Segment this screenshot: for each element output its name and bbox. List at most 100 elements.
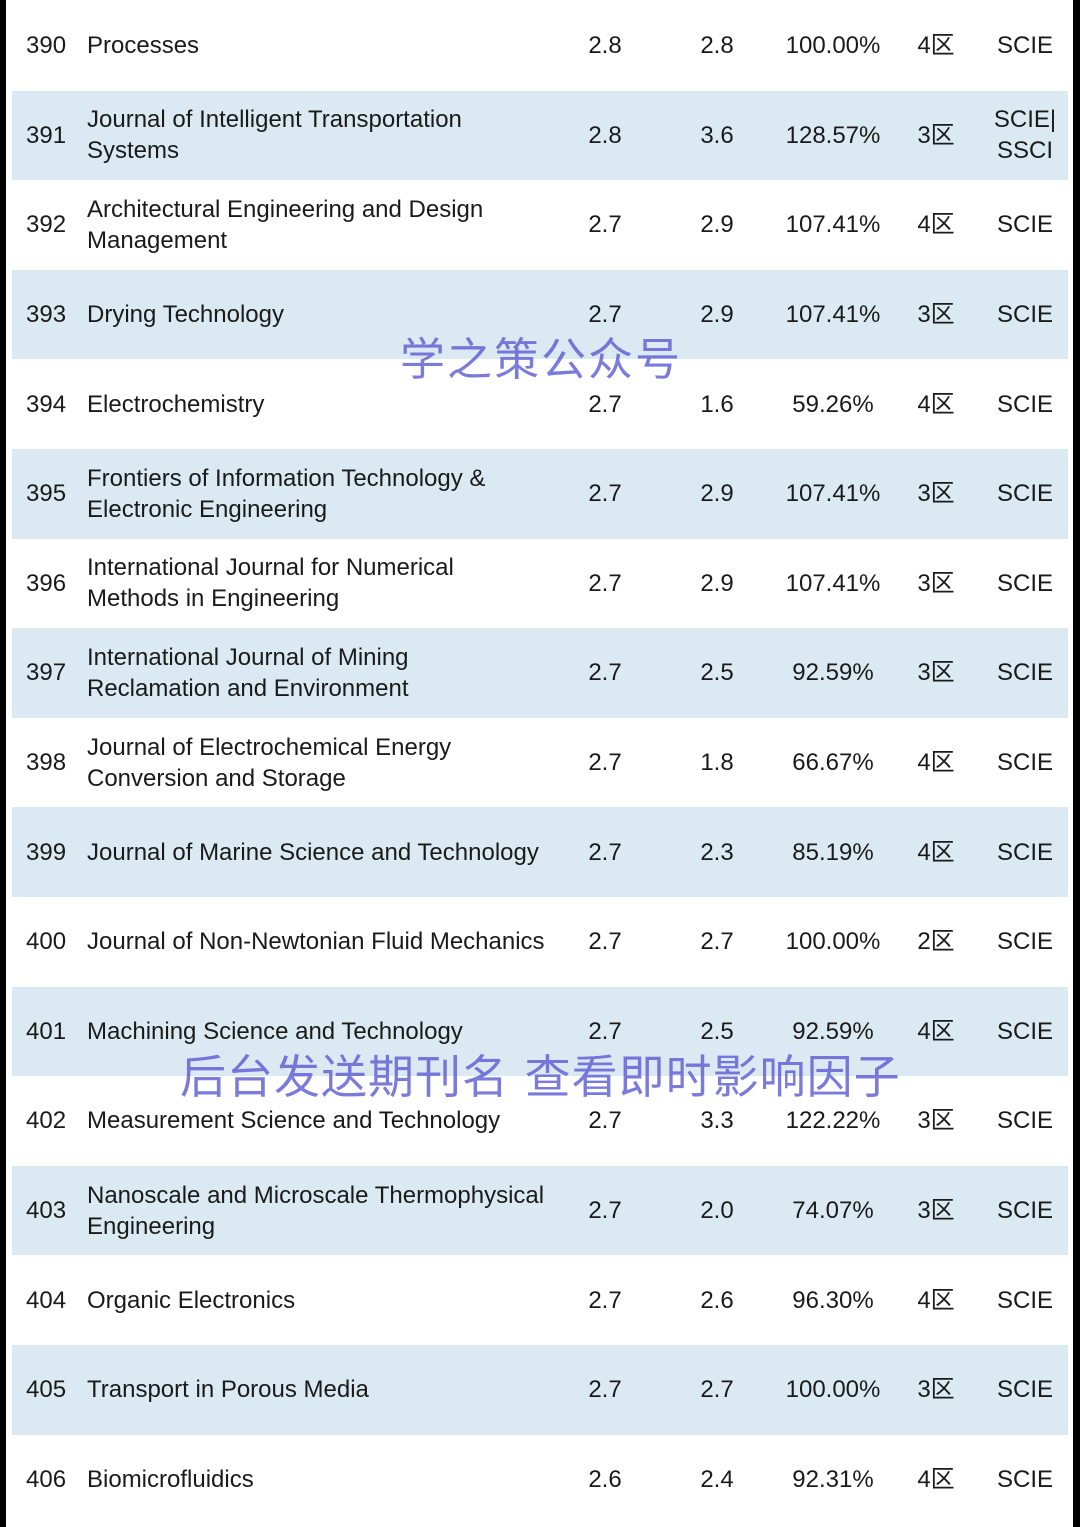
impact-factor-cell: 2.7 bbox=[588, 390, 622, 418]
rank-cell: 403 bbox=[26, 1197, 67, 1225]
journal-name-cell: Transport in Porous Media bbox=[87, 1376, 369, 1404]
ratio-cell: 100.00% bbox=[785, 1376, 881, 1404]
index-cell: SCIE bbox=[996, 1197, 1053, 1225]
index-cell: SCIE bbox=[996, 32, 1053, 60]
index-cell: SCIE bbox=[996, 569, 1053, 597]
new-impact-factor-cell: 2.9 bbox=[700, 301, 734, 329]
index-cell: SCIE bbox=[996, 659, 1053, 687]
journal-name-cell: Journal of Marine Science and Technology bbox=[87, 838, 539, 866]
table-row: 391 Journal of Intelligent Transportation… bbox=[12, 90, 1068, 181]
new-impact-factor-cell: 2.8 bbox=[700, 32, 734, 60]
index-cell: SCIE bbox=[996, 838, 1053, 866]
ratio-cell: 122.22% bbox=[785, 1107, 881, 1135]
zone-cell: 3区 bbox=[917, 1376, 955, 1404]
impact-factor-cell: 2.7 bbox=[588, 1107, 622, 1135]
new-impact-factor-cell: 2.5 bbox=[700, 1017, 734, 1045]
index-cell: SCIE bbox=[996, 211, 1053, 239]
impact-factor-cell: 2.7 bbox=[588, 1286, 622, 1314]
rank-cell: 405 bbox=[26, 1376, 67, 1404]
table-row: 401 Machining Science and Technology 2.7 2.… bbox=[12, 986, 1068, 1077]
table-row: 405 Transport in Porous Media 2.7 2.7 100.00… bbox=[12, 1345, 1068, 1435]
new-impact-factor-cell: 3.6 bbox=[700, 121, 734, 149]
zone-cell: 4区 bbox=[917, 1465, 955, 1493]
rank-cell: 402 bbox=[26, 1107, 67, 1135]
rank-cell: 397 bbox=[26, 659, 67, 687]
journal-name-cell: Measurement Science and Technology bbox=[87, 1107, 501, 1135]
impact-factor-cell: 2.7 bbox=[588, 211, 622, 239]
new-impact-factor-cell: 1.8 bbox=[700, 749, 734, 777]
journal-name-cell: Journal of Electrochemical Energy Conver… bbox=[87, 733, 452, 792]
table-row: 397 International Journal of Mining Recla… bbox=[12, 628, 1068, 718]
table-row: 404 Organic Electronics 2.7 2.6 96.30% 4区 SCIE bbox=[12, 1255, 1068, 1345]
ratio-cell: 66.67% bbox=[792, 749, 874, 777]
ratio-cell: 92.59% bbox=[792, 1017, 874, 1045]
journal-name-cell: Organic Electronics bbox=[87, 1286, 296, 1314]
new-impact-factor-cell: 3.3 bbox=[700, 1107, 734, 1135]
index-cell: SCIE| SSCI bbox=[993, 106, 1057, 165]
index-cell: SCIE bbox=[996, 1286, 1053, 1314]
journal-name-cell: International Journal for Numerical Meth… bbox=[87, 554, 454, 613]
index-cell: SCIE bbox=[996, 390, 1053, 418]
zone-cell: 4区 bbox=[917, 1286, 955, 1314]
table-row: 394 Electrochemistry 2.7 1.6 59.26% 4区 SCIE bbox=[12, 359, 1068, 449]
table-row: 400 Journal of Non-Newtonian Fluid Mechan… bbox=[12, 897, 1068, 987]
rank-cell: 406 bbox=[26, 1465, 67, 1493]
ratio-cell: 92.59% bbox=[792, 659, 874, 687]
index-cell: SCIE bbox=[996, 928, 1053, 956]
rank-cell: 395 bbox=[26, 480, 67, 508]
impact-factor-cell: 2.7 bbox=[588, 1017, 622, 1045]
index-cell: SCIE bbox=[996, 480, 1053, 508]
right-border bbox=[1073, 0, 1080, 1527]
ratio-cell: 92.31% bbox=[792, 1465, 874, 1493]
ratio-cell: 107.41% bbox=[785, 301, 881, 329]
impact-factor-cell: 2.6 bbox=[588, 1465, 622, 1493]
zone-cell: 3区 bbox=[917, 121, 955, 149]
table-row: 403 Nanoscale and Microscale Thermophysic… bbox=[12, 1165, 1068, 1256]
index-cell: SCIE bbox=[996, 1465, 1053, 1493]
table-row: 399 Journal of Marine Science and Technol… bbox=[12, 807, 1068, 897]
journal-name-cell: International Journal of Mining Reclamat… bbox=[87, 643, 409, 702]
impact-factor-cell: 2.7 bbox=[588, 480, 622, 508]
ratio-cell: 107.41% bbox=[785, 569, 881, 597]
index-cell: SCIE bbox=[996, 1107, 1053, 1135]
zone-cell: 3区 bbox=[917, 1197, 955, 1225]
rank-cell: 390 bbox=[26, 32, 67, 60]
zone-cell: 3区 bbox=[917, 569, 955, 597]
index-cell: SCIE bbox=[996, 749, 1053, 777]
table-row: 392 Architectural Engineering and Design … bbox=[12, 180, 1068, 270]
impact-factor-cell: 2.7 bbox=[588, 1376, 622, 1404]
index-cell: SCIE bbox=[996, 301, 1053, 329]
zone-cell: 3区 bbox=[917, 480, 955, 508]
rank-cell: 392 bbox=[26, 211, 67, 239]
zone-cell: 2区 bbox=[917, 928, 955, 956]
new-impact-factor-cell: 2.3 bbox=[700, 838, 734, 866]
impact-factor-cell: 2.7 bbox=[588, 928, 622, 956]
impact-factor-cell: 2.8 bbox=[588, 121, 622, 149]
new-impact-factor-cell: 2.5 bbox=[700, 659, 734, 687]
ratio-cell: 85.19% bbox=[792, 838, 874, 866]
rank-cell: 391 bbox=[26, 121, 67, 149]
ratio-cell: 100.00% bbox=[785, 32, 881, 60]
journal-name-cell: Frontiers of Information Technology & El… bbox=[87, 464, 486, 523]
zone-cell: 4区 bbox=[917, 1017, 955, 1045]
impact-factor-cell: 2.7 bbox=[588, 301, 622, 329]
impact-factor-cell: 2.7 bbox=[588, 1197, 622, 1225]
new-impact-factor-cell: 2.7 bbox=[700, 928, 734, 956]
table-row: 402 Measurement Science and Technology 2.7… bbox=[12, 1076, 1068, 1166]
table-row: 393 Drying Technology 2.7 2.9 107.41% 3区 SCIE bbox=[12, 269, 1068, 360]
zone-cell: 3区 bbox=[917, 659, 955, 687]
new-impact-factor-cell: 2.0 bbox=[700, 1197, 734, 1225]
journal-name-cell: Drying Technology bbox=[87, 301, 285, 329]
table-row: 398 Journal of Electrochemical Energy Con… bbox=[12, 718, 1068, 808]
ratio-cell: 100.00% bbox=[785, 928, 881, 956]
journal-name-cell: Biomicrofluidics bbox=[87, 1465, 254, 1493]
journal-name-cell: Machining Science and Technology bbox=[87, 1017, 463, 1045]
impact-factor-cell: 2.7 bbox=[588, 569, 622, 597]
ratio-cell: 107.41% bbox=[785, 211, 881, 239]
rank-cell: 400 bbox=[26, 928, 67, 956]
journal-name-cell: Electrochemistry bbox=[87, 390, 265, 418]
new-impact-factor-cell: 2.4 bbox=[700, 1465, 734, 1493]
new-impact-factor-cell: 2.9 bbox=[700, 211, 734, 239]
rank-cell: 399 bbox=[26, 838, 67, 866]
index-cell: SCIE bbox=[996, 1376, 1053, 1404]
